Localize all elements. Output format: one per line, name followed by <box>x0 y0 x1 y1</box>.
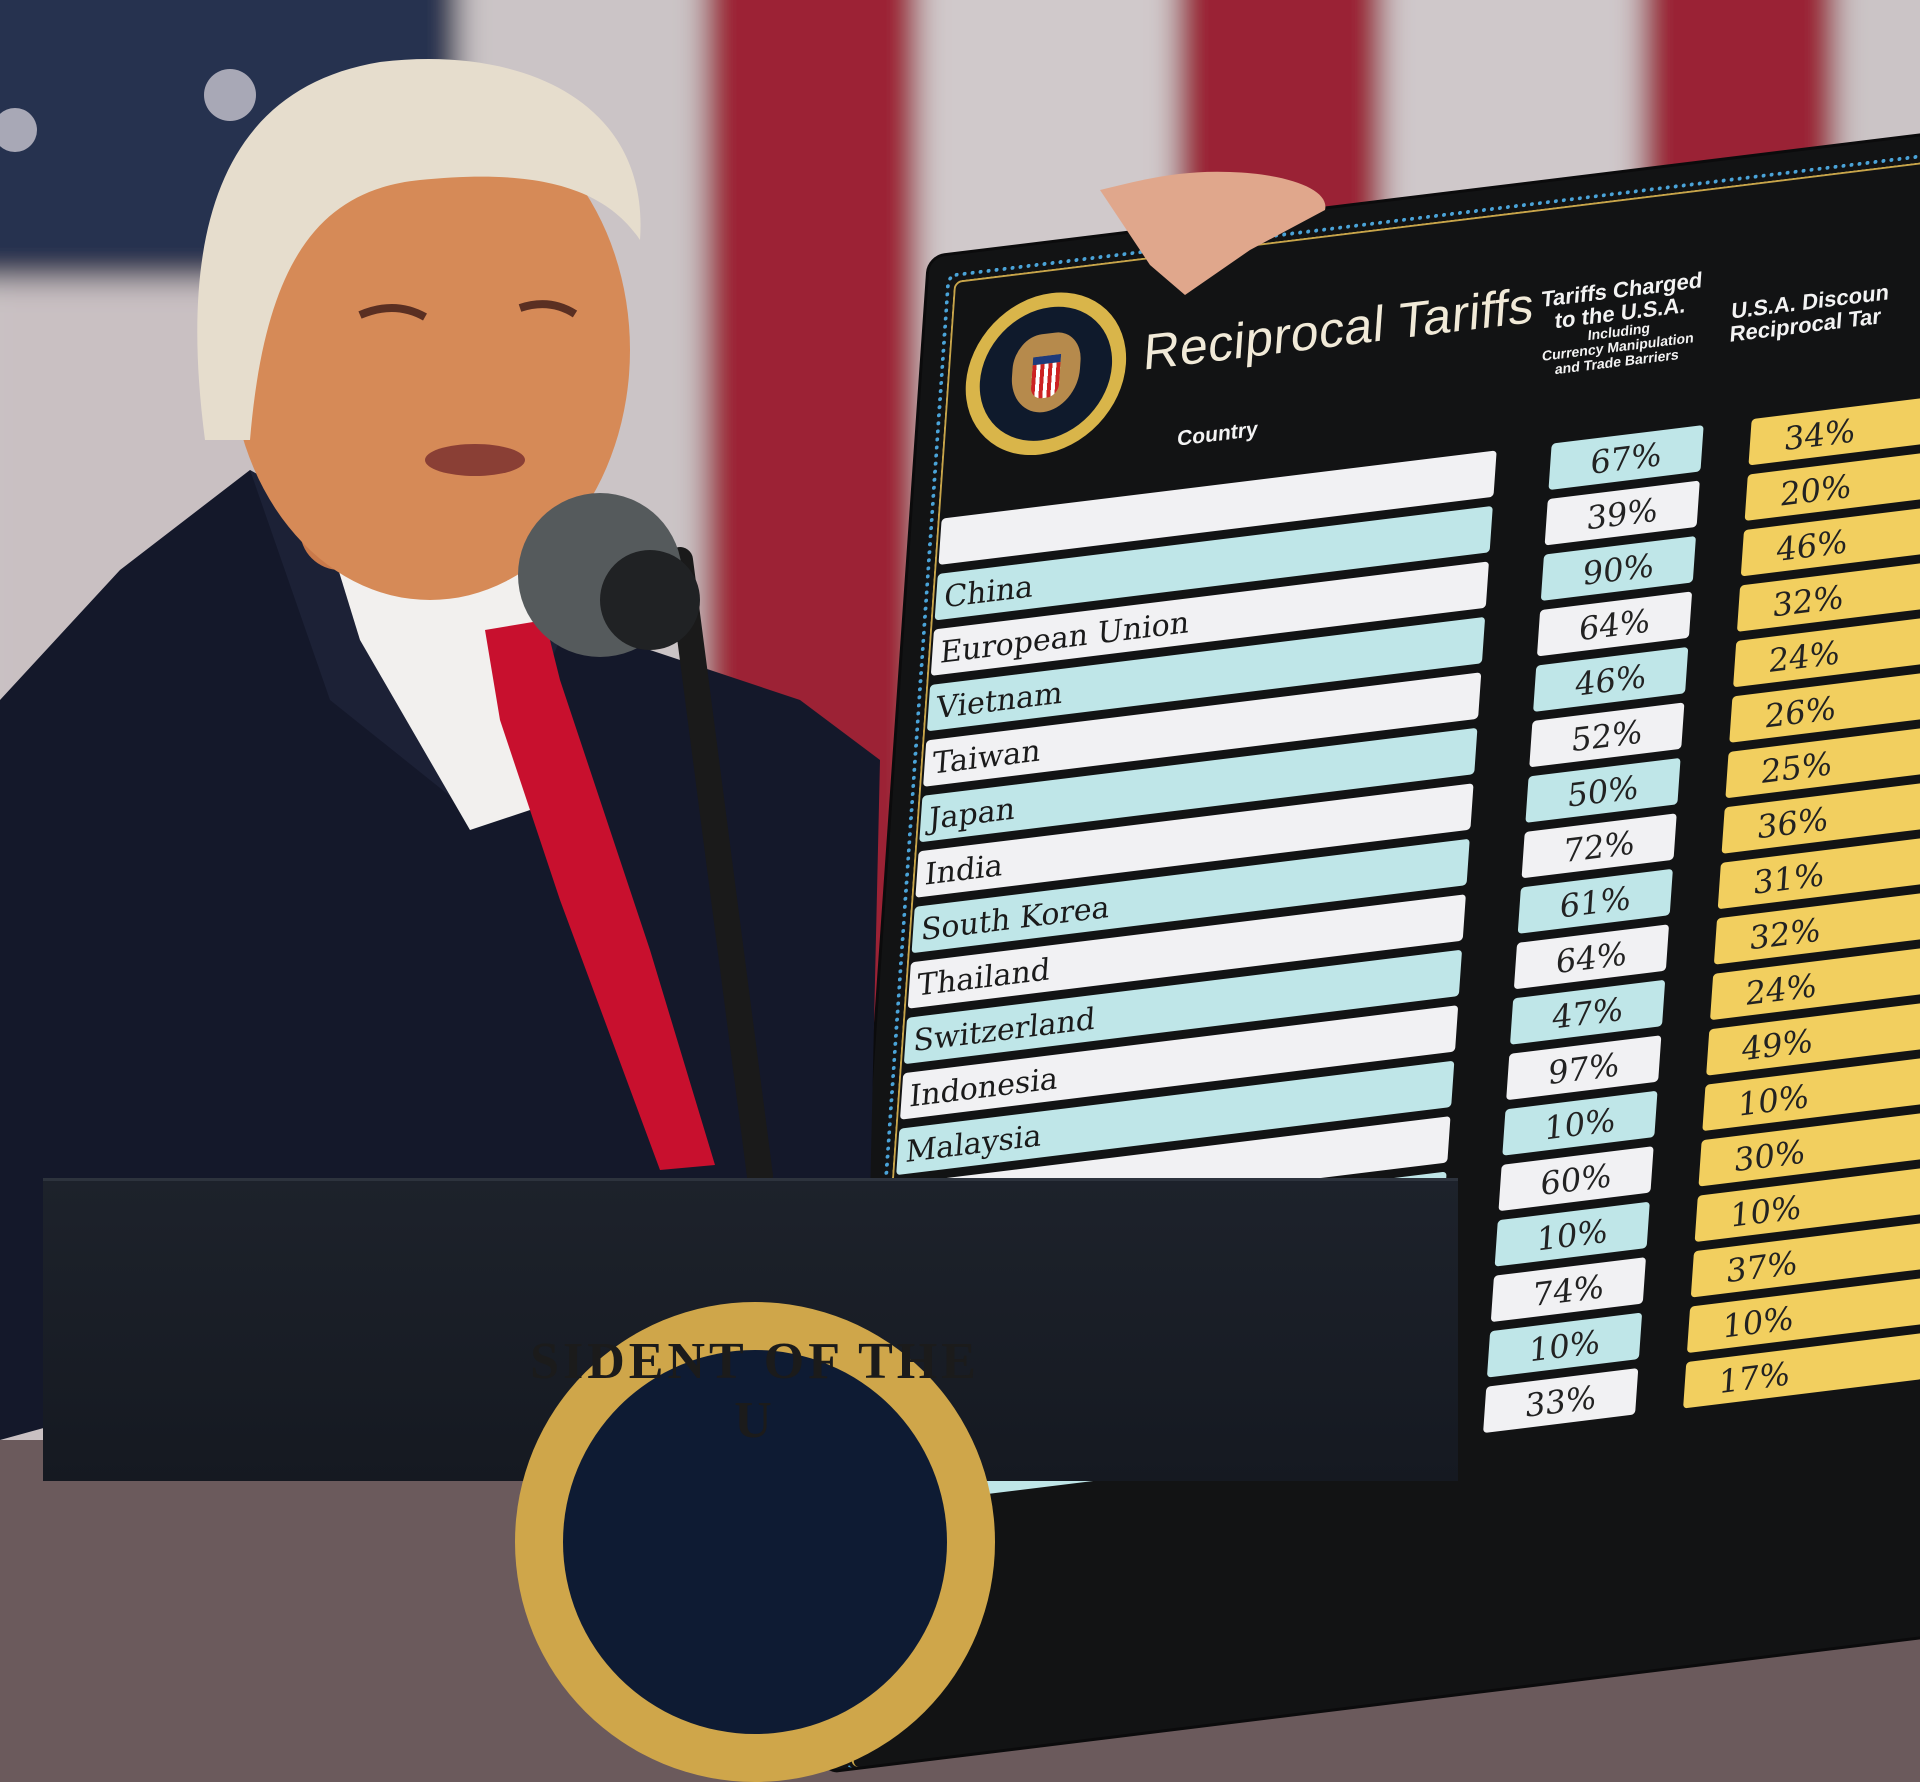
tie <box>485 620 715 1170</box>
hair <box>197 59 641 440</box>
podium-seal-text: SIDENT OF THE U <box>530 1333 980 1449</box>
podium-presidential-seal: SIDENT OF THE U <box>515 1302 995 1782</box>
mouth <box>425 444 525 476</box>
eye <box>358 303 427 321</box>
face <box>230 100 630 600</box>
star-icon <box>0 108 37 152</box>
eye <box>518 300 578 318</box>
star-icon <box>204 69 256 121</box>
microphone-stand <box>667 547 773 1189</box>
hand <box>1100 171 1326 295</box>
